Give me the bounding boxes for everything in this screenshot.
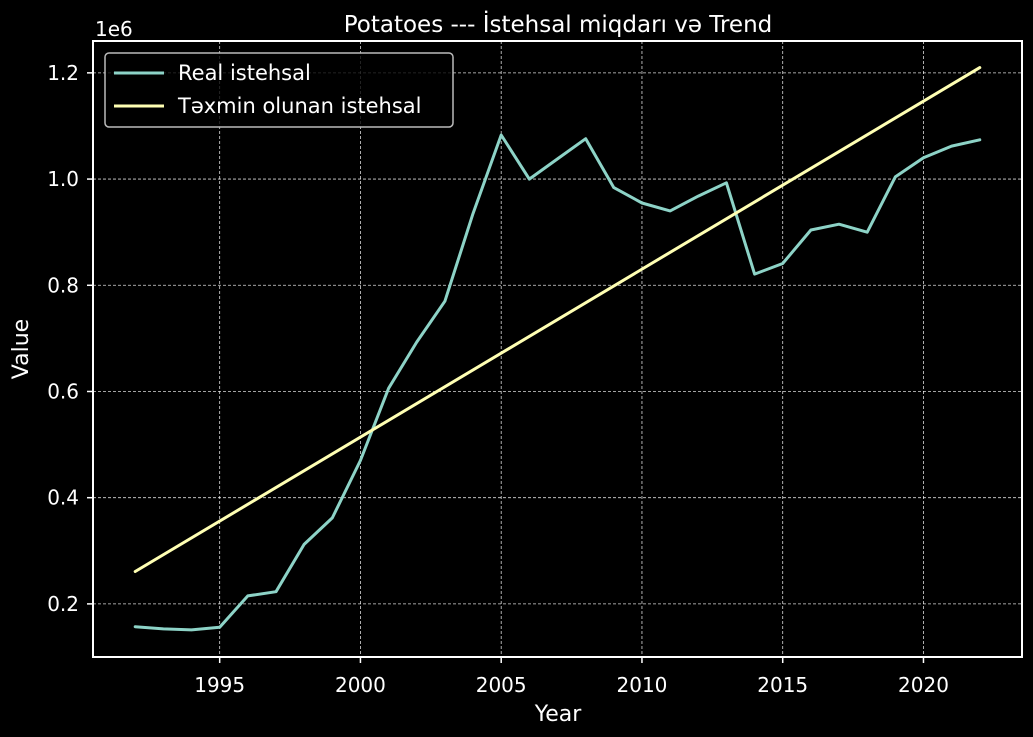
x-tick-label: 2000 bbox=[335, 673, 386, 697]
y-scale-label: 1e6 bbox=[95, 17, 133, 41]
x-axis-label: Year bbox=[534, 702, 583, 727]
y-axis: 0.2 0.4 0.6 0.8 1.0 1.2 bbox=[47, 61, 93, 616]
x-axis: 1995 2000 2005 2010 2015 2020 bbox=[194, 657, 949, 697]
y-tick-label: 0.6 bbox=[47, 379, 79, 403]
x-tick-label: 2015 bbox=[757, 673, 808, 697]
legend-label-real: Real istehsal bbox=[178, 61, 311, 85]
y-tick-label: 0.2 bbox=[47, 592, 79, 616]
chart-title: Potatoes --- İstehsal miqdarı və Trend bbox=[344, 10, 773, 38]
x-tick-label: 2010 bbox=[617, 673, 668, 697]
y-tick-label: 0.4 bbox=[47, 486, 79, 510]
legend-label-trend: Təxmin olunan istehsal bbox=[177, 94, 422, 118]
series-line-real bbox=[133, 133, 982, 632]
plot-frame bbox=[92, 40, 1023, 658]
y-tick-label: 1.0 bbox=[47, 167, 79, 191]
series-line-trend bbox=[133, 66, 982, 573]
grid bbox=[93, 41, 1022, 657]
y-tick-label: 0.8 bbox=[47, 273, 79, 297]
y-tick-label: 1.2 bbox=[47, 61, 79, 85]
x-tick-label: 2020 bbox=[898, 673, 949, 697]
y-axis-label: Value bbox=[9, 319, 34, 379]
series-group bbox=[133, 66, 982, 632]
legend-box bbox=[104, 52, 454, 128]
legend: Real istehsal Təxmin olunan istehsal bbox=[104, 52, 454, 128]
x-tick-label: 2005 bbox=[476, 673, 527, 697]
x-tick-label: 1995 bbox=[194, 673, 245, 697]
